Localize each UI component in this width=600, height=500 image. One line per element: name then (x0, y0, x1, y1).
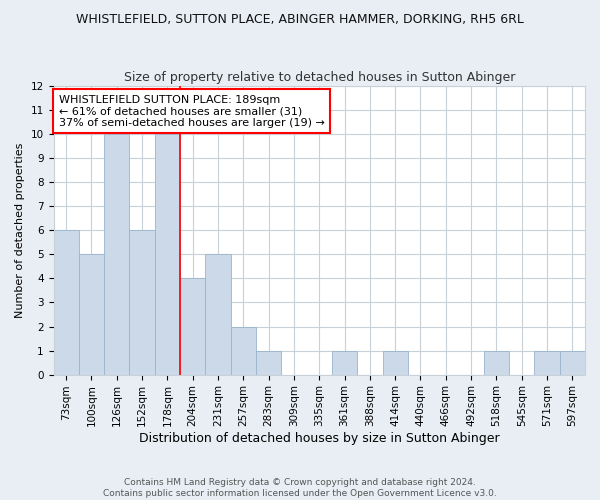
Bar (205, 254, 230, 374)
Bar (383, 350, 408, 374)
Title: Size of property relative to detached houses in Sutton Abinger: Size of property relative to detached ho… (124, 70, 515, 84)
Y-axis label: Number of detached properties: Number of detached properties (15, 142, 25, 318)
Bar (155, 134, 180, 374)
Text: Contains HM Land Registry data © Crown copyright and database right 2024.
Contai: Contains HM Land Registry data © Crown c… (103, 478, 497, 498)
Bar (104, 134, 130, 374)
Bar (332, 350, 357, 374)
Text: WHISTLEFIELD SUTTON PLACE: 189sqm
← 61% of detached houses are smaller (31)
37% : WHISTLEFIELD SUTTON PLACE: 189sqm ← 61% … (59, 94, 325, 128)
Bar (79, 254, 104, 374)
Bar (180, 278, 205, 374)
Bar (560, 350, 585, 374)
Bar (484, 350, 509, 374)
X-axis label: Distribution of detached houses by size in Sutton Abinger: Distribution of detached houses by size … (139, 432, 500, 445)
Bar (130, 230, 155, 374)
Bar (230, 326, 256, 374)
Bar (535, 350, 560, 374)
Bar (53, 230, 79, 374)
Bar (256, 350, 281, 374)
Text: WHISTLEFIELD, SUTTON PLACE, ABINGER HAMMER, DORKING, RH5 6RL: WHISTLEFIELD, SUTTON PLACE, ABINGER HAMM… (76, 12, 524, 26)
